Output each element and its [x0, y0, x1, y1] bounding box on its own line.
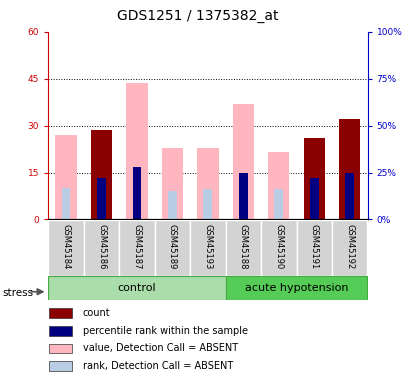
- Bar: [97, 178, 106, 219]
- Bar: [119, 220, 155, 276]
- Text: GSM45188: GSM45188: [239, 224, 248, 270]
- Bar: [48, 220, 84, 276]
- Bar: [197, 147, 218, 219]
- Text: control: control: [118, 283, 156, 293]
- Bar: [332, 220, 368, 276]
- Bar: [233, 104, 254, 219]
- Bar: [226, 276, 368, 300]
- Text: count: count: [83, 308, 110, 318]
- Bar: [50, 309, 71, 318]
- Bar: [304, 138, 325, 219]
- Text: GSM45193: GSM45193: [203, 224, 213, 270]
- Bar: [133, 167, 142, 219]
- Bar: [297, 220, 332, 276]
- Text: GSM45186: GSM45186: [97, 224, 106, 270]
- Bar: [239, 172, 248, 219]
- Bar: [50, 344, 71, 353]
- Bar: [226, 220, 261, 276]
- Text: acute hypotension: acute hypotension: [245, 283, 348, 293]
- Text: percentile rank within the sample: percentile rank within the sample: [83, 326, 248, 336]
- Bar: [268, 152, 289, 219]
- Bar: [84, 220, 119, 276]
- Text: rank, Detection Call = ABSENT: rank, Detection Call = ABSENT: [83, 361, 233, 371]
- Bar: [50, 361, 71, 370]
- Bar: [190, 220, 226, 276]
- Bar: [55, 135, 77, 219]
- Text: GSM45190: GSM45190: [274, 224, 284, 269]
- Bar: [345, 172, 354, 219]
- Bar: [155, 220, 190, 276]
- Text: GSM45187: GSM45187: [132, 224, 142, 270]
- Bar: [62, 188, 71, 219]
- Text: value, Detection Call = ABSENT: value, Detection Call = ABSENT: [83, 343, 238, 353]
- Bar: [48, 276, 226, 300]
- Bar: [261, 220, 297, 276]
- Text: stress: stress: [2, 288, 33, 297]
- Bar: [274, 189, 283, 219]
- Text: GSM45191: GSM45191: [310, 224, 319, 269]
- Text: GSM45184: GSM45184: [62, 224, 71, 270]
- Bar: [50, 326, 71, 336]
- Text: GSM45192: GSM45192: [345, 224, 354, 269]
- Bar: [91, 130, 112, 219]
- Bar: [203, 189, 213, 219]
- Text: GDS1251 / 1375382_at: GDS1251 / 1375382_at: [117, 9, 278, 23]
- Bar: [126, 84, 147, 219]
- Bar: [162, 147, 183, 219]
- Bar: [310, 178, 319, 219]
- Bar: [339, 119, 360, 219]
- Text: GSM45189: GSM45189: [168, 224, 177, 270]
- Bar: [168, 191, 177, 219]
